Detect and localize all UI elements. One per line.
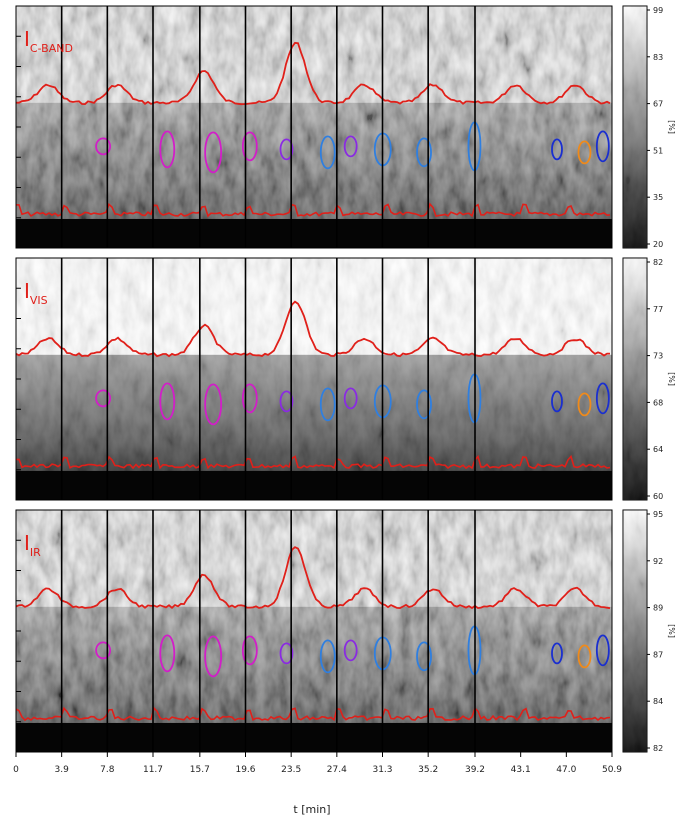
x-tick-label: 15.7 [190,765,210,775]
light_blue-feature-contour [416,137,432,168]
light_blue-feature-contour [416,641,432,672]
x-tick-label: 43.1 [511,765,531,775]
colorbar-unit-label: [%] [667,372,676,386]
magenta-feature-contour [95,641,112,660]
colorbar-tick-label: 64 [653,445,663,454]
colorbar-texture [623,6,647,248]
dark_blue-feature-contour [595,634,610,667]
magenta-feature-contour [95,137,112,156]
lower-boundary-contour [15,202,611,218]
x-axis-label: t [min] [293,803,330,816]
magenta-feature-contour [204,383,223,426]
x-tick-label: 47.0 [556,765,576,775]
colorbar-tick-label: 73 [653,352,663,361]
dark_blue-feature-contour [551,390,563,413]
purple-feature-contour [343,639,358,662]
light_blue-feature-contour [416,389,432,420]
colorbar-tick-label: 89 [653,604,663,613]
colorbar-tick-label: 82 [653,258,663,267]
panel-label: IC-BAND [24,27,73,55]
purple-feature-contour [343,387,358,410]
colorbar-tick-label: 87 [653,650,663,659]
x-tick-label: 50.9 [602,765,622,775]
panel-c-band: IC-BAND 99 83 67 51 35 20 [%] [15,5,676,249]
colorbar-unit-label: [%] [667,624,676,638]
colorbar-tick-label: 51 [653,146,663,155]
x-tick-label: 19.6 [235,765,255,775]
colorbar-tick-label: 67 [653,100,663,109]
panel-ir: IIR 95 92 89 87 84 82 [%] [15,509,676,753]
texture [16,6,612,248]
colorbar-tick-label: 83 [653,53,663,62]
magenta-feature-contour [241,383,258,414]
dark-base [16,470,612,500]
colorbar-tick-label: 35 [653,193,663,202]
orange-feature-contour [577,644,592,669]
x-tick-label: 7.8 [100,765,115,775]
colorbar-tick-label: 84 [653,697,663,706]
colorbar-tick-label: 60 [653,492,663,501]
x-tick-label: 27.4 [327,765,347,775]
magenta-feature-contour [95,389,112,408]
colorbar-texture [623,258,647,500]
purple-feature-contour [279,642,294,665]
colorbar-tick-label: 92 [653,557,663,566]
light_blue-feature-contour [319,135,336,170]
colorbar-tick-label: 82 [653,744,663,753]
lower-boundary-contour [15,706,611,722]
upper-boundary-contour [16,41,611,106]
purple-feature-contour [279,390,294,413]
texture [16,510,612,752]
dark_blue-feature-contour [595,130,610,163]
dark_blue-feature-contour [551,642,563,665]
magenta-feature-contour [159,130,176,169]
colorbar-tick-label: 99 [653,6,663,15]
orange-feature-contour [577,140,592,165]
magenta-feature-contour [241,131,258,162]
panel-label: IVIS [24,279,48,307]
magenta-feature-contour [204,635,223,678]
panel-label: IIR [24,531,41,559]
panel-vis: IVIS 82 77 73 68 64 60 [%] [15,257,676,501]
light_blue-feature-contour [319,639,336,674]
x-tick-label: 11.7 [143,765,163,775]
purple-feature-contour [343,135,358,158]
x-tick-label: 39.2 [465,765,485,775]
colorbar-tick-label: 68 [653,398,663,407]
colorbar-tick-label: 20 [653,240,663,249]
magenta-feature-contour [159,634,176,673]
colorbar-tick-label: 77 [653,305,663,314]
upper-boundary-contour [15,546,611,610]
colorbar-texture [623,510,647,752]
dark-base [16,218,612,248]
upper-boundary-contour [15,300,610,358]
texture [16,258,612,500]
magenta-feature-contour [159,382,176,421]
colorbar-tick-label: 95 [653,510,663,519]
magenta-feature-contour [241,635,258,666]
dark_blue-feature-contour [551,138,563,161]
orange-feature-contour [577,392,592,417]
x-tick-label: 31.3 [372,765,392,775]
purple-feature-contour [279,138,294,161]
light_blue-feature-contour [319,387,336,422]
dark-base [16,722,612,752]
x-tick-label: 0 [13,765,19,775]
colorbar-unit-label: [%] [667,120,676,134]
x-tick-label: 3.9 [55,765,70,775]
x-tick-label: 23.5 [281,765,301,775]
magenta-feature-contour [204,131,223,174]
lower-boundary-contour [15,454,611,470]
dark_blue-feature-contour [595,382,610,415]
x-tick-label: 35.2 [418,765,438,775]
